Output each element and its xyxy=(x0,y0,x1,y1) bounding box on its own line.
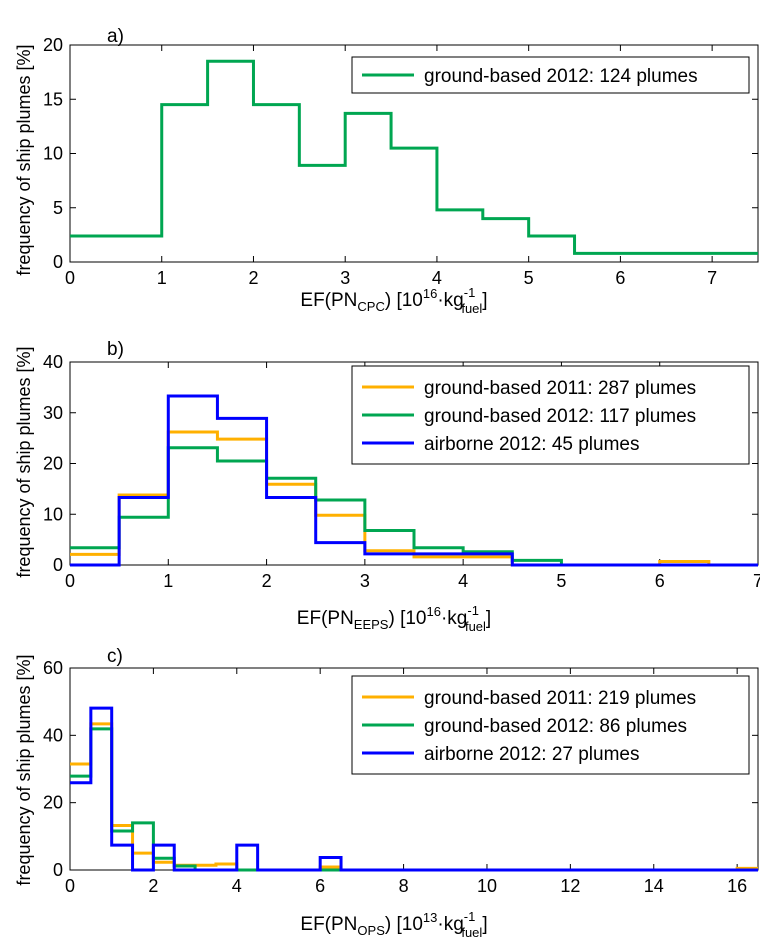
x-tick-label: 2 xyxy=(148,876,158,896)
legend: ground-based 2011: 287 plumes ground-base… xyxy=(351,365,750,465)
y-tick-label: 15 xyxy=(43,89,63,109)
y-tick-label: 0 xyxy=(53,252,63,272)
legend-box xyxy=(351,56,750,94)
y-axis-label: frequency of ship plumes [%] xyxy=(14,654,34,885)
panel-a: 0 1 2 3 4 5 6 7 0 5 10 15 20 a) ground-based 2012: 124… xyxy=(14,26,759,316)
series-line-3 xyxy=(70,706,758,872)
legend-entry: ground-based 2012: 86 plumes xyxy=(424,716,687,737)
legend: ground-based 2012: 124 plumes xyxy=(351,56,750,94)
x-tick-label: 5 xyxy=(524,268,534,288)
x-tick-label: 0 xyxy=(65,571,75,591)
series-line-2 xyxy=(70,446,758,567)
x-tick-label: 16 xyxy=(727,876,747,896)
panel-label: c) xyxy=(107,646,123,667)
series-line-1 xyxy=(70,59,758,255)
panel-label: b) xyxy=(107,339,124,360)
y-tick-label: 10 xyxy=(43,144,63,164)
x-tick-label: 2 xyxy=(248,268,258,288)
y-tick-label: 20 xyxy=(43,454,63,474)
y-tick-label: 20 xyxy=(43,35,63,55)
x-tick-label: 7 xyxy=(753,571,760,591)
y-tick-label: 30 xyxy=(43,403,63,423)
y-tick-label: 10 xyxy=(43,504,63,524)
x-axis-label: EF(PNOPS) [1013·kg-1 fuel] xyxy=(300,909,487,940)
y-tick-label: 0 xyxy=(53,555,63,575)
x-tick-label: 6 xyxy=(315,876,325,896)
legend: ground-based 2011: 219 plumes ground-base… xyxy=(351,675,750,775)
x-tick-label: 14 xyxy=(644,876,664,896)
legend-box xyxy=(351,675,750,775)
y-tick-label: 0 xyxy=(53,860,63,880)
y-axis-label: frequency of ship plumes [%] xyxy=(14,44,34,275)
legend-entry: ground-based 2011: 287 plumes xyxy=(424,378,696,399)
x-tick-label: 1 xyxy=(163,571,173,591)
legend-entry: ground-based 2011: 219 plumes xyxy=(424,688,696,709)
x-tick-label: 4 xyxy=(232,876,242,896)
x-tick-label: 10 xyxy=(477,876,497,896)
legend-entry: ground-based 2012: 117 plumes xyxy=(424,406,696,427)
x-tick-label: 12 xyxy=(560,876,580,896)
x-tick-label: 1 xyxy=(157,268,167,288)
y-tick-label: 40 xyxy=(43,725,63,745)
x-tick-label: 8 xyxy=(399,876,409,896)
series-line-3 xyxy=(70,394,758,567)
panel-c: 0 2 4 6 8 10 12 14 16 0 20 40 60 c) ground-based 2011:… xyxy=(14,646,759,940)
x-tick-label: 4 xyxy=(458,571,468,591)
panel-label: a) xyxy=(107,26,124,47)
y-tick-label: 20 xyxy=(43,793,63,813)
x-tick-label: 6 xyxy=(655,571,665,591)
y-axis-label: frequency of ship plumes [%] xyxy=(14,346,34,577)
y-tick-label: 60 xyxy=(43,658,63,678)
y-tick-label: 40 xyxy=(43,352,63,372)
x-axis-label: EF(PNEEPS) [1016·kg-1 fuel] xyxy=(297,603,491,634)
x-tick-label: 6 xyxy=(615,268,625,288)
x-tick-label: 3 xyxy=(340,268,350,288)
x-tick-label: 0 xyxy=(65,876,75,896)
x-tick-label: 4 xyxy=(432,268,442,288)
x-tick-label: 3 xyxy=(360,571,370,591)
x-tick-label: 0 xyxy=(65,268,75,288)
x-tick-label: 5 xyxy=(556,571,566,591)
panel-b: 0 1 2 3 4 5 6 7 0 10 20 30 40 b) ground-based 2011: 28… xyxy=(14,339,760,634)
legend-entry: airborne 2012: 45 plumes xyxy=(424,434,639,455)
legend-box xyxy=(351,365,750,465)
x-tick-label: 2 xyxy=(262,571,272,591)
x-axis-label: EF(PNCPC) [1016·kg-1 fuel] xyxy=(300,285,487,316)
y-tick-label: 5 xyxy=(53,198,63,218)
legend-entry: ground-based 2012: 124 plumes xyxy=(424,66,698,87)
x-tick-label: 7 xyxy=(707,268,717,288)
legend-entry: airborne 2012: 27 plumes xyxy=(424,744,639,765)
